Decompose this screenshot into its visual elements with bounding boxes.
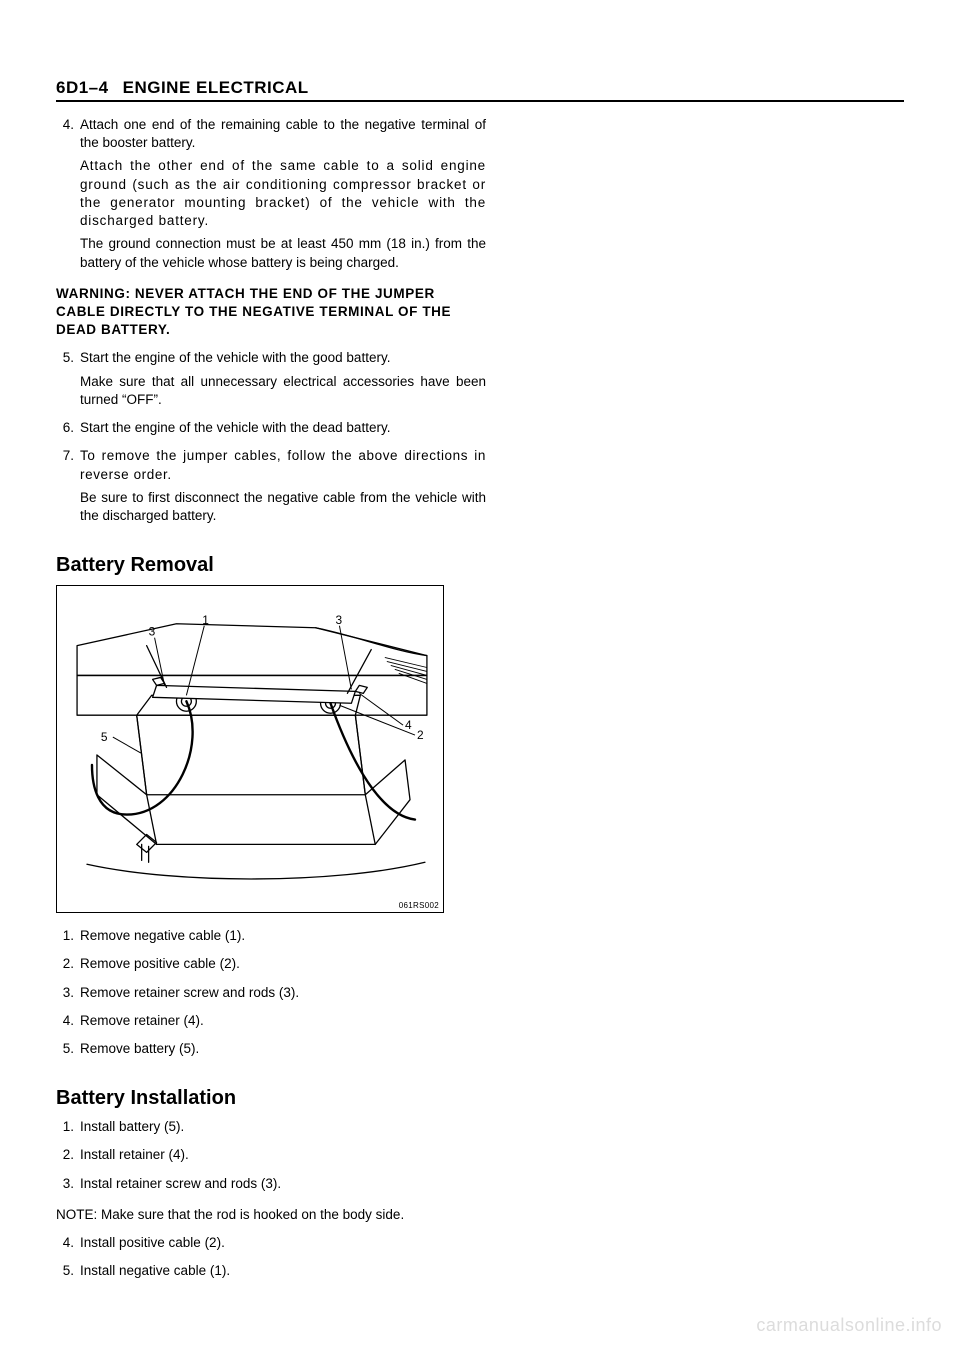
battery-figure: 1 3 3 4 2 5 061RS002 xyxy=(56,585,444,913)
step-number: 5. xyxy=(56,349,74,414)
step-text: Remove retainer (4). xyxy=(80,1012,204,1030)
step-body: Remove retainer screw and rods (3). xyxy=(80,984,299,1007)
step-body: Remove battery (5). xyxy=(80,1040,199,1063)
heading-battery-removal: Battery Removal xyxy=(56,554,486,577)
step-number: 3. xyxy=(56,984,74,1007)
step-7: 7. To remove the jumper cables, follow t… xyxy=(56,447,486,530)
step-number: 1. xyxy=(56,927,74,950)
manual-page: 6D1–4 ENGINE ELECTRICAL 4. Attach one en… xyxy=(0,0,960,1358)
step-number: 1. xyxy=(56,1118,74,1141)
step-text: Install negative cable (1). xyxy=(80,1262,230,1280)
content-column: 4. Attach one end of the remaining cable… xyxy=(56,116,486,1286)
step-text: To remove the jumper cables, follow the … xyxy=(80,447,486,483)
step-body: To remove the jumper cables, follow the … xyxy=(80,447,486,530)
install-note: NOTE: Make sure that the rod is hooked o… xyxy=(56,1206,486,1224)
watermark: carmanualsonline.info xyxy=(756,1315,942,1336)
removal-step-2: 2. Remove positive cable (2). xyxy=(56,955,486,978)
step-body: Attach one end of the remaining cable to… xyxy=(80,116,486,277)
step-text: Instal retainer screw and rods (3). xyxy=(80,1175,281,1193)
step-text: Remove negative cable (1). xyxy=(80,927,245,945)
callout-1: 1 xyxy=(202,613,209,627)
step-text: Install positive cable (2). xyxy=(80,1234,225,1252)
removal-step-3: 3. Remove retainer screw and rods (3). xyxy=(56,984,486,1007)
step-body: Remove retainer (4). xyxy=(80,1012,204,1035)
step-text: The ground connection must be at least 4… xyxy=(80,235,486,271)
install-step-3: 3. Instal retainer screw and rods (3). xyxy=(56,1175,486,1198)
install-step-1: 1. Install battery (5). xyxy=(56,1118,486,1141)
step-number: 3. xyxy=(56,1175,74,1198)
page-header: 6D1–4 ENGINE ELECTRICAL xyxy=(56,78,904,102)
step-text: Install retainer (4). xyxy=(80,1146,189,1164)
step-4: 4. Attach one end of the remaining cable… xyxy=(56,116,486,277)
step-number: 4. xyxy=(56,1234,74,1257)
step-body: Remove negative cable (1). xyxy=(80,927,245,950)
step-body: Install positive cable (2). xyxy=(80,1234,225,1257)
callout-5: 5 xyxy=(101,730,108,744)
step-5: 5. Start the engine of the vehicle with … xyxy=(56,349,486,414)
step-text: Attach the other end of the same cable t… xyxy=(80,157,486,230)
step-number: 5. xyxy=(56,1262,74,1285)
step-text: Start the engine of the vehicle with the… xyxy=(80,349,486,367)
install-step-2: 2. Install retainer (4). xyxy=(56,1146,486,1169)
warning-text: WARNING: NEVER ATTACH THE END OF THE JUM… xyxy=(56,285,486,340)
step-body: Start the engine of the vehicle with the… xyxy=(80,349,486,414)
step-body: Install retainer (4). xyxy=(80,1146,189,1169)
battery-diagram-icon: 1 3 3 4 2 5 xyxy=(57,586,443,912)
page-number: 6D1–4 xyxy=(56,78,109,98)
step-number: 7. xyxy=(56,447,74,530)
step-body: Instal retainer screw and rods (3). xyxy=(80,1175,281,1198)
step-number: 2. xyxy=(56,1146,74,1169)
step-text: Remove positive cable (2). xyxy=(80,955,240,973)
section-title: ENGINE ELECTRICAL xyxy=(123,78,309,98)
step-number: 5. xyxy=(56,1040,74,1063)
step-body: Install battery (5). xyxy=(80,1118,184,1141)
step-body: Remove positive cable (2). xyxy=(80,955,240,978)
step-text: Start the engine of the vehicle with the… xyxy=(80,419,390,437)
step-text: Attach one end of the remaining cable to… xyxy=(80,116,486,152)
step-text: Make sure that all unnecessary electrica… xyxy=(80,373,486,409)
step-text: Install battery (5). xyxy=(80,1118,184,1136)
step-6: 6. Start the engine of the vehicle with … xyxy=(56,419,486,442)
callout-4: 4 xyxy=(405,718,412,732)
callout-3b: 3 xyxy=(335,613,342,627)
heading-battery-installation: Battery Installation xyxy=(56,1087,486,1110)
step-body: Install negative cable (1). xyxy=(80,1262,230,1285)
removal-step-4: 4. Remove retainer (4). xyxy=(56,1012,486,1035)
callout-3a: 3 xyxy=(149,625,156,639)
step-number: 6. xyxy=(56,419,74,442)
step-number: 2. xyxy=(56,955,74,978)
step-text: Remove retainer screw and rods (3). xyxy=(80,984,299,1002)
install-step-5: 5. Install negative cable (1). xyxy=(56,1262,486,1285)
figure-id: 061RS002 xyxy=(399,901,439,910)
step-number: 4. xyxy=(56,1012,74,1035)
removal-step-1: 1. Remove negative cable (1). xyxy=(56,927,486,950)
step-text: Remove battery (5). xyxy=(80,1040,199,1058)
step-body: Start the engine of the vehicle with the… xyxy=(80,419,390,442)
install-step-4: 4. Install positive cable (2). xyxy=(56,1234,486,1257)
removal-step-5: 5. Remove battery (5). xyxy=(56,1040,486,1063)
step-number: 4. xyxy=(56,116,74,277)
callout-2: 2 xyxy=(417,728,424,742)
step-text: Be sure to first disconnect the negative… xyxy=(80,489,486,525)
